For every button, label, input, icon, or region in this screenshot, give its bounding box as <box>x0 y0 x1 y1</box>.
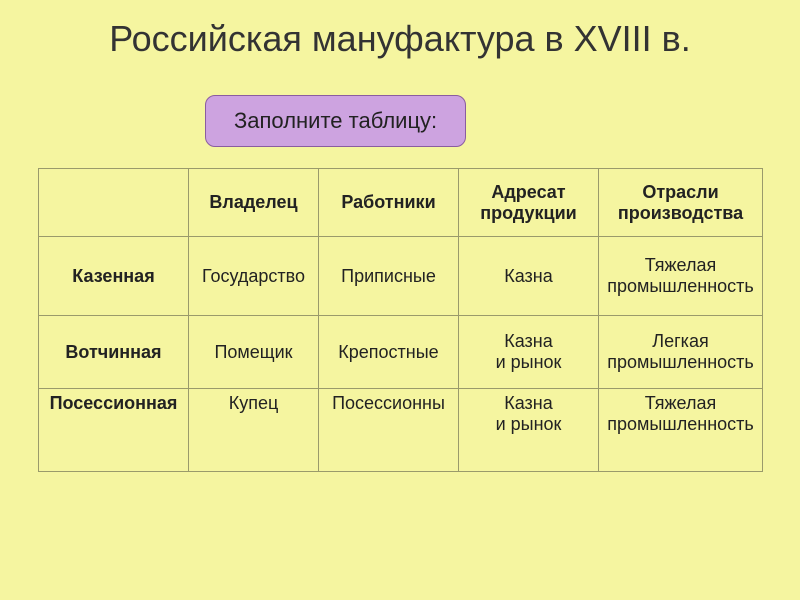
cell-recipient: Казнаи рынок <box>459 316 599 389</box>
manufactory-table: Владелец Работники Адресат продукции Отр… <box>38 168 762 472</box>
page-title: Российская мануфактура в XVIII в. <box>0 0 800 60</box>
row-label: Казенная <box>39 237 189 316</box>
table-row: Вотчинная Помещик Крепостные Казнаи рыно… <box>39 316 763 389</box>
cell-recipient: Казна <box>459 237 599 316</box>
table-row: Казенная Государство Приписные Казна Тяж… <box>39 237 763 316</box>
cell-industry: Тяжелая промышленность <box>599 389 763 472</box>
table-header-row: Владелец Работники Адресат продукции Отр… <box>39 169 763 237</box>
row-label: Вотчинная <box>39 316 189 389</box>
header-recipient: Адресат продукции <box>459 169 599 237</box>
cell-workers: Приписные <box>319 237 459 316</box>
table-row: Посессионная Купец Посессионны Казнаи ры… <box>39 389 763 472</box>
table: Владелец Работники Адресат продукции Отр… <box>38 168 763 472</box>
header-blank <box>39 169 189 237</box>
header-industry: Отрасли производства <box>599 169 763 237</box>
cell-recipient: Казнаи рынок <box>459 389 599 472</box>
cell-workers: Посессионны <box>319 389 459 472</box>
header-owner: Владелец <box>189 169 319 237</box>
cell-owner: Помещик <box>189 316 319 389</box>
cell-owner: Государство <box>189 237 319 316</box>
instruction-badge: Заполните таблицу: <box>205 95 466 147</box>
header-workers: Работники <box>319 169 459 237</box>
cell-industry: Легкая промышленность <box>599 316 763 389</box>
row-label: Посессионная <box>39 389 189 472</box>
cell-workers: Крепостные <box>319 316 459 389</box>
cell-industry: Тяжелая промышленность <box>599 237 763 316</box>
cell-owner: Купец <box>189 389 319 472</box>
